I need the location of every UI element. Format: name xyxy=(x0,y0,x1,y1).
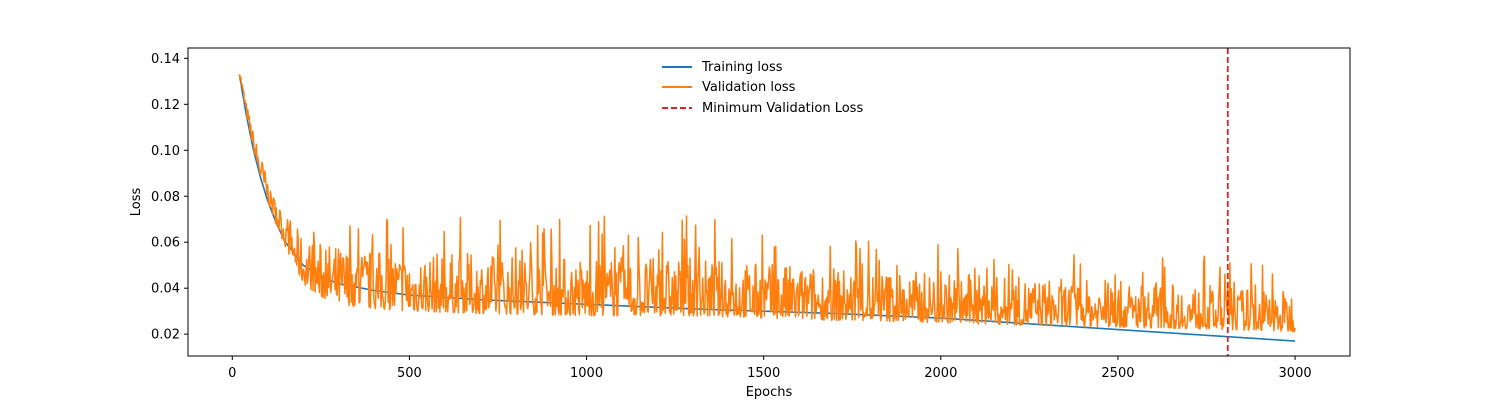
axes-frame xyxy=(187,47,1351,357)
y-axis-label: Loss xyxy=(129,188,144,217)
x-tick-label: 2500 xyxy=(1101,366,1134,381)
x-axis-ticks: 0 500 1000 1500 2000 2500 3000 xyxy=(228,356,1312,381)
x-tick-label: 3000 xyxy=(1279,366,1312,381)
legend-label-training: Training loss xyxy=(701,60,783,75)
y-tick-label: 0.08 xyxy=(151,190,180,205)
plot-area xyxy=(238,48,1296,356)
legend: Training loss Validation loss Minimum Va… xyxy=(662,60,863,116)
y-tick-label: 0.02 xyxy=(151,328,180,343)
y-tick-label: 0.06 xyxy=(151,236,180,251)
x-tick-label: 500 xyxy=(397,366,422,381)
x-tick-label: 2000 xyxy=(924,366,957,381)
legend-label-validation: Validation loss xyxy=(702,80,796,95)
series-line-validation-loss xyxy=(238,74,1296,333)
x-axis-label: Epochs xyxy=(746,385,793,400)
x-tick-label: 1000 xyxy=(570,366,603,381)
x-tick-label: 0 xyxy=(228,366,236,381)
y-tick-label: 0.04 xyxy=(151,282,180,297)
y-tick-label: 0.14 xyxy=(151,52,180,67)
x-tick-label: 1500 xyxy=(747,366,780,381)
legend-label-min-val: Minimum Validation Loss xyxy=(702,101,863,116)
y-tick-label: 0.12 xyxy=(151,98,180,113)
y-axis-ticks: 0.02 0.04 0.06 0.08 0.10 0.12 0.14 xyxy=(151,52,188,343)
y-tick-label: 0.10 xyxy=(151,144,180,159)
